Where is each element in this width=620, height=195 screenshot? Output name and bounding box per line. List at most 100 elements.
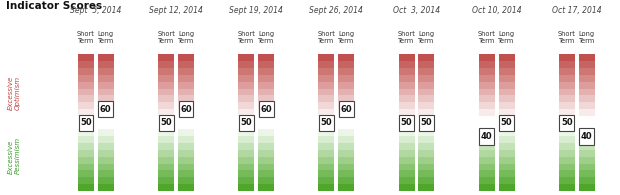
Bar	[258, 129, 274, 136]
Bar	[319, 109, 334, 116]
Bar	[319, 129, 334, 136]
Text: Long
Term: Long Term	[178, 31, 194, 44]
Bar	[238, 102, 254, 109]
Bar	[178, 61, 194, 68]
Bar	[78, 89, 94, 96]
Bar	[78, 136, 94, 143]
Bar	[479, 184, 495, 191]
Bar	[498, 177, 515, 184]
Bar	[559, 89, 575, 96]
Bar	[238, 109, 254, 116]
Bar	[178, 54, 194, 61]
Bar	[258, 157, 274, 164]
Bar	[498, 61, 515, 68]
Bar	[418, 75, 435, 82]
Bar	[399, 116, 415, 123]
Bar	[339, 136, 355, 143]
Bar	[158, 82, 174, 89]
Bar	[98, 123, 114, 130]
Bar	[238, 75, 254, 82]
Bar	[78, 123, 94, 130]
Bar	[479, 164, 495, 171]
Bar	[399, 68, 415, 75]
Bar	[339, 164, 355, 171]
Bar	[418, 177, 435, 184]
Bar	[98, 177, 114, 184]
Bar	[418, 143, 435, 150]
Bar	[178, 68, 194, 75]
Bar	[319, 157, 334, 164]
FancyBboxPatch shape	[479, 128, 494, 145]
Text: 50: 50	[321, 118, 332, 127]
Bar	[399, 89, 415, 96]
Bar	[178, 184, 194, 191]
Bar	[418, 164, 435, 171]
Bar	[78, 129, 94, 136]
Bar	[238, 89, 254, 96]
Bar	[339, 170, 355, 177]
Text: Excessive
Optimism: Excessive Optimism	[7, 76, 20, 110]
Bar	[98, 95, 114, 102]
Bar	[258, 82, 274, 89]
Bar	[339, 75, 355, 82]
Bar	[559, 157, 575, 164]
Bar	[98, 157, 114, 164]
Bar	[319, 68, 334, 75]
Bar	[498, 164, 515, 171]
Bar	[78, 102, 94, 109]
Bar	[578, 150, 595, 157]
Bar	[178, 136, 194, 143]
Bar	[498, 54, 515, 61]
Bar	[158, 68, 174, 75]
Bar	[578, 116, 595, 123]
Text: 40: 40	[581, 132, 593, 141]
Bar	[559, 170, 575, 177]
Bar	[158, 95, 174, 102]
Bar	[158, 109, 174, 116]
Bar	[559, 143, 575, 150]
Bar	[578, 157, 595, 164]
Bar	[498, 136, 515, 143]
Bar	[479, 116, 495, 123]
Bar	[258, 150, 274, 157]
Bar	[319, 136, 334, 143]
Bar	[238, 184, 254, 191]
Bar	[418, 68, 435, 75]
Bar	[399, 95, 415, 102]
Bar	[339, 129, 355, 136]
FancyBboxPatch shape	[99, 101, 113, 117]
Bar	[78, 68, 94, 75]
Bar	[578, 61, 595, 68]
Bar	[158, 177, 174, 184]
Bar	[559, 116, 575, 123]
Bar	[559, 123, 575, 130]
Bar	[559, 82, 575, 89]
Bar	[78, 177, 94, 184]
Bar	[479, 75, 495, 82]
Bar	[479, 170, 495, 177]
Bar	[158, 123, 174, 130]
Bar	[78, 116, 94, 123]
Bar	[238, 157, 254, 164]
Bar	[238, 61, 254, 68]
Bar	[178, 170, 194, 177]
Bar	[559, 68, 575, 75]
Text: Short
Term: Short Term	[558, 31, 576, 44]
Bar	[339, 116, 355, 123]
Text: 50: 50	[561, 118, 573, 127]
Bar	[399, 143, 415, 150]
Bar	[578, 75, 595, 82]
Bar	[319, 102, 334, 109]
Bar	[178, 82, 194, 89]
FancyBboxPatch shape	[319, 115, 334, 131]
Bar	[339, 177, 355, 184]
Bar	[238, 129, 254, 136]
Bar	[238, 95, 254, 102]
Bar	[418, 170, 435, 177]
Bar	[319, 89, 334, 96]
Text: Short
Term: Short Term	[77, 31, 95, 44]
Text: Sept 19, 2014: Sept 19, 2014	[229, 6, 283, 15]
Text: Oct  3, 2014: Oct 3, 2014	[393, 6, 440, 15]
Bar	[399, 109, 415, 116]
Bar	[479, 150, 495, 157]
